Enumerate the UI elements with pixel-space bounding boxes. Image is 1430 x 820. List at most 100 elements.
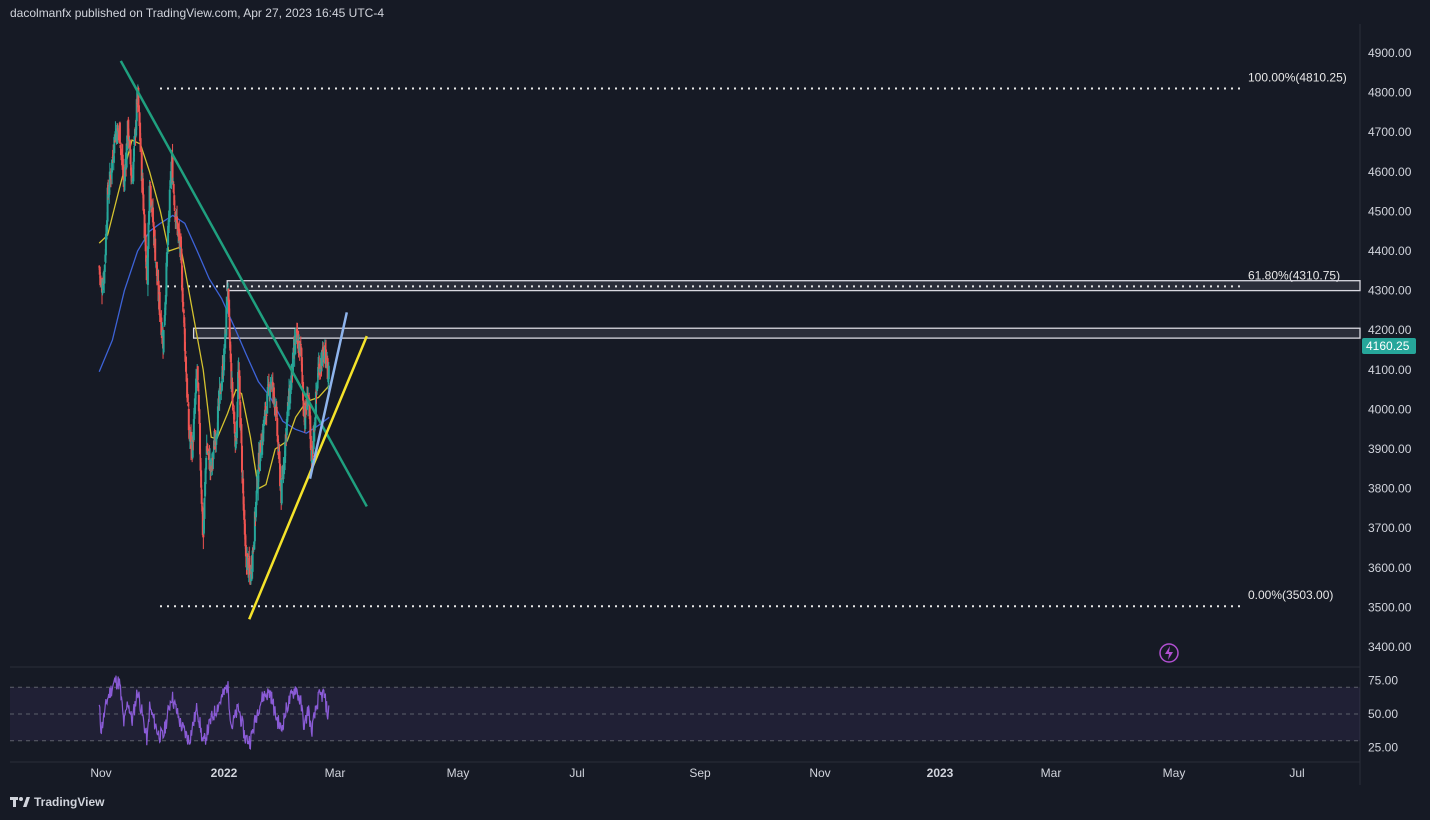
candle-body (323, 346, 326, 353)
candle-body (167, 220, 170, 228)
candle-body (285, 432, 288, 439)
candle-body (140, 152, 143, 182)
last-price-badge (1362, 337, 1416, 354)
rsi-tick-label: 50.00 (1368, 707, 1398, 721)
candle-body (229, 353, 232, 363)
candle-body (241, 476, 244, 478)
candle-body (153, 226, 156, 246)
last-price-label: 4160.25 (1366, 339, 1410, 353)
candle-body (241, 445, 243, 473)
price-tick-label: 4400.00 (1368, 244, 1412, 258)
candle-body (277, 442, 280, 456)
candle-body (284, 434, 287, 447)
candle-body (149, 182, 152, 184)
candle-body (116, 128, 119, 130)
candle-body (253, 541, 256, 550)
candle-body (198, 409, 201, 424)
candle-body (139, 138, 142, 150)
candle-body (129, 149, 132, 165)
candle-body (263, 416, 266, 426)
candle-body (142, 194, 145, 211)
candle-body (277, 449, 280, 452)
candle-body (130, 175, 133, 181)
candle-body (151, 205, 154, 210)
trendline-support (248, 335, 368, 620)
candle-body (233, 412, 236, 420)
candle-body (181, 265, 184, 291)
price-axis: 3400.00 3500.00 3600.00 3700.00 3800.00 3900.… (1362, 46, 1416, 654)
candle-body (204, 481, 207, 497)
candle-body (242, 478, 245, 494)
candle-body (240, 424, 243, 444)
candle-body (145, 264, 148, 267)
candle-body (252, 547, 255, 551)
candle-body (135, 122, 138, 136)
candle-body (242, 496, 245, 511)
time-tick-label: Jul (569, 766, 584, 780)
price-tick-label: 3400.00 (1368, 640, 1412, 654)
candle-body (223, 348, 226, 371)
time-tick-label: Nov (90, 766, 111, 780)
candle-body (127, 119, 130, 139)
candle-body (99, 281, 102, 284)
candle-body (139, 122, 142, 142)
candle-body (285, 418, 288, 436)
fibonacci-level-label: 100.00%(4810.25) (1248, 71, 1347, 85)
candle-body (174, 220, 177, 222)
candle-body (228, 299, 231, 318)
candle-body (197, 394, 200, 412)
candle-body (202, 520, 205, 534)
candle-body (144, 234, 147, 252)
candle-body (108, 171, 111, 188)
candle-body (301, 375, 304, 385)
candle-body (164, 302, 167, 316)
candle-body (267, 384, 270, 387)
fibonacci-level-label: 0.00%(3503.00) (1248, 588, 1333, 602)
candle-body (114, 131, 117, 140)
candle-body (266, 387, 269, 395)
tradingview-logo[interactable]: TradingView (10, 795, 104, 809)
candle-body (129, 140, 131, 148)
candle-body (311, 446, 314, 451)
candle-body (132, 161, 135, 182)
price-tick-label: 3500.00 (1368, 600, 1412, 614)
candle-body (109, 176, 112, 179)
candle-body (137, 87, 140, 108)
candle-body (199, 457, 202, 471)
candle-body (190, 431, 193, 449)
candle-body (297, 338, 299, 341)
candle-body (148, 211, 151, 225)
lightning-icon[interactable] (1159, 643, 1179, 663)
candle-body (311, 447, 313, 463)
candle-body (193, 407, 196, 419)
candle-body (187, 403, 190, 406)
candle-body (125, 143, 128, 168)
candle-body (222, 369, 225, 376)
time-tick-label: 2022 (211, 766, 238, 780)
candle-body (183, 317, 186, 327)
candle-body (207, 451, 210, 453)
candle-body (185, 373, 188, 382)
candle-body (118, 122, 121, 144)
candle-body (214, 439, 217, 446)
candle-body (113, 137, 116, 154)
candle-body (224, 328, 227, 349)
candle-body (137, 105, 140, 112)
candle-body (205, 457, 208, 470)
candle-body (293, 340, 296, 356)
candle-body (220, 390, 223, 392)
candle-body (100, 285, 103, 287)
candle-body (197, 382, 200, 392)
candle-body (290, 375, 293, 390)
candle-body (170, 161, 173, 181)
candle-body (140, 151, 143, 153)
candle-body (225, 307, 228, 311)
candle-body (215, 436, 218, 442)
price-tick-label: 4700.00 (1368, 125, 1412, 139)
candle-body (260, 442, 263, 454)
candle-body (226, 296, 229, 306)
candle-body (202, 533, 205, 538)
candle-body (295, 332, 298, 336)
candle-body (238, 375, 241, 399)
